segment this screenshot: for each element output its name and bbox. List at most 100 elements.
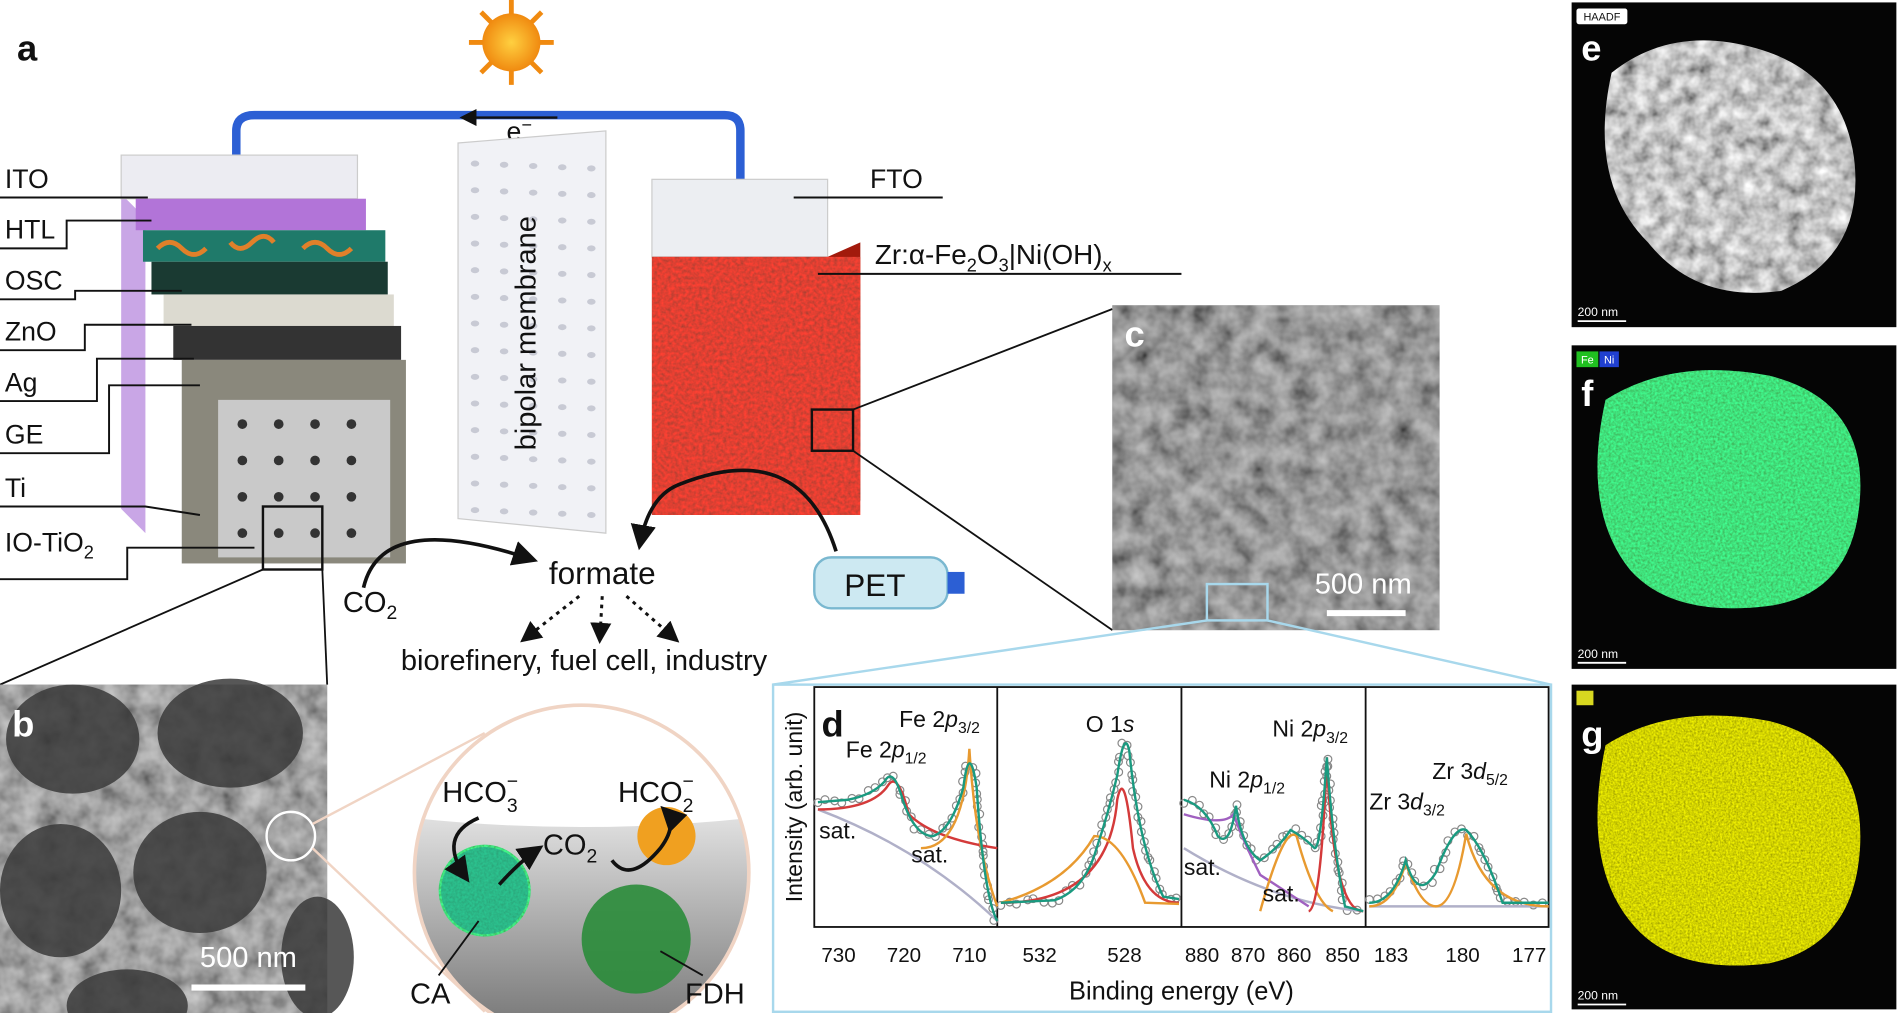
layer-label: IO-TiO2 — [5, 527, 94, 562]
membrane-hole — [470, 240, 480, 247]
decoration — [273, 455, 284, 466]
data-point — [1081, 868, 1091, 878]
membrane-hole — [528, 482, 538, 489]
layer-label: OSC — [5, 266, 63, 296]
co2-label: CO2 — [343, 587, 397, 624]
peak-label: O 1s — [1086, 711, 1135, 737]
decoration: Fe 2 — [846, 736, 892, 762]
decoration — [1597, 370, 1861, 609]
peak-label: Fe 2p1/2 — [846, 736, 927, 767]
membrane-hole — [470, 427, 480, 434]
spectra — [817, 742, 1549, 922]
decoration — [346, 491, 357, 502]
pore-grid — [237, 419, 357, 539]
data-point — [1316, 831, 1326, 841]
decoration — [310, 455, 320, 466]
photocathode — [120, 154, 406, 571]
satellite-label: sat. — [1184, 854, 1221, 880]
element-label: Fe — [1581, 355, 1594, 367]
decoration: HCO — [618, 777, 683, 809]
membrane-hole — [587, 218, 596, 225]
decoration — [0, 505, 201, 516]
decoration — [1000, 742, 1180, 904]
membrane-hole — [558, 350, 567, 357]
decoration: 2 — [387, 602, 398, 624]
membrane-hole — [499, 161, 509, 168]
panel-g: g 200 nm — [1571, 684, 1897, 1010]
panel-label: c — [1124, 314, 1144, 355]
pet-bottle: PET — [813, 556, 965, 610]
chem-label: HCO2− — [618, 771, 694, 817]
layer-label: ZnO — [5, 316, 57, 346]
x-axis-label: Binding energy (eV) — [1069, 978, 1294, 1006]
chem-label: CO2 — [543, 829, 597, 867]
panel-b: b 500 nm HCO3− HCO2− CO2 CA FDH — [0, 678, 751, 1013]
decoration — [281, 896, 354, 1013]
decoration — [817, 762, 999, 922]
decoration — [0, 384, 200, 455]
decoration — [437, 920, 480, 976]
decoration — [0, 823, 122, 958]
membrane-hole — [558, 217, 567, 224]
decoration — [237, 455, 248, 466]
membrane-hole — [558, 404, 567, 411]
decoration — [0, 546, 255, 581]
data-point — [1310, 843, 1320, 853]
decoration: Zr 3 — [1369, 788, 1410, 814]
panel-a: a e− ITO HTL OSC ZnO Ag GE Ti IO-TiO2 bi… — [0, 0, 1182, 686]
tick-label: 860 — [1277, 944, 1311, 967]
decoration: 2 — [586, 846, 597, 868]
data-point — [938, 823, 948, 833]
decoration — [237, 528, 248, 539]
data-point — [1219, 835, 1229, 844]
membrane-hole — [499, 241, 509, 248]
decoration — [237, 491, 248, 502]
decoration: − — [507, 771, 518, 793]
decoration — [312, 732, 486, 826]
membrane-hole — [499, 321, 509, 328]
decoration: 3 — [999, 255, 1009, 275]
decoration — [218, 399, 391, 558]
membrane-hole — [470, 480, 480, 487]
membrane-hole — [528, 189, 538, 196]
membrane-hole — [587, 245, 596, 252]
tick-labels: 730 720 710 532 528 880 870 860 850 183 … — [821, 944, 1546, 967]
satellite-label: sat. — [911, 842, 948, 868]
decoration: p — [1249, 767, 1263, 793]
decoration — [133, 811, 267, 934]
membrane-hole — [470, 213, 480, 220]
peak-label: Fe 2p3/2 — [899, 706, 980, 737]
data-point — [1259, 853, 1269, 863]
decoration — [441, 846, 529, 935]
tick-label: 870 — [1231, 944, 1265, 967]
layer-labels: ITO HTL OSC ZnO Ag GE Ti IO-TiO2 — [0, 164, 255, 581]
sun — [468, 0, 554, 85]
decoration: − — [521, 115, 532, 135]
decoration — [0, 323, 192, 352]
decoration — [520, 594, 581, 643]
membrane-hole — [587, 192, 596, 199]
data-point — [916, 825, 926, 835]
layer-label: ITO — [5, 164, 49, 194]
scale-label: 200 nm — [1578, 647, 1618, 661]
membrane-hole — [499, 295, 509, 302]
membrane-hole — [499, 455, 509, 462]
tick-label: 532 — [1022, 944, 1056, 967]
decoration — [771, 683, 1553, 1013]
decoration — [155, 233, 354, 257]
panel-label: f — [1581, 373, 1594, 414]
decoration: 1/2 — [905, 750, 927, 767]
peak-label: Ni 2p1/2 — [1209, 767, 1285, 798]
decoration — [1604, 40, 1856, 293]
decoration — [852, 450, 1113, 631]
membrane-hole — [499, 508, 509, 515]
data-point — [820, 795, 830, 805]
reaction-arrow — [361, 538, 538, 589]
decoration — [482, 13, 541, 72]
decoration — [1369, 833, 1549, 908]
element-label: Ni — [1604, 355, 1614, 367]
tick-label: 850 — [1325, 944, 1359, 967]
membrane-hole — [587, 378, 596, 385]
decoration: p — [1312, 716, 1326, 742]
decoration: 2 — [967, 255, 977, 275]
